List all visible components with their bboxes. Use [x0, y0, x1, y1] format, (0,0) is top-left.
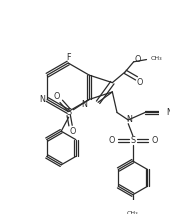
Text: S: S — [66, 108, 71, 117]
Text: N: N — [40, 95, 45, 104]
Text: CH₃: CH₃ — [127, 211, 139, 214]
Text: N: N — [166, 108, 170, 117]
Text: F: F — [66, 53, 70, 62]
Text: O: O — [136, 78, 142, 87]
Text: O: O — [53, 92, 60, 101]
Text: O: O — [69, 127, 76, 136]
Text: N: N — [126, 114, 132, 123]
Text: N: N — [82, 100, 88, 109]
Text: O: O — [108, 136, 115, 145]
Text: O: O — [151, 136, 158, 145]
Text: CH₃: CH₃ — [151, 56, 163, 61]
Text: S: S — [130, 136, 135, 145]
Text: O: O — [134, 55, 141, 64]
